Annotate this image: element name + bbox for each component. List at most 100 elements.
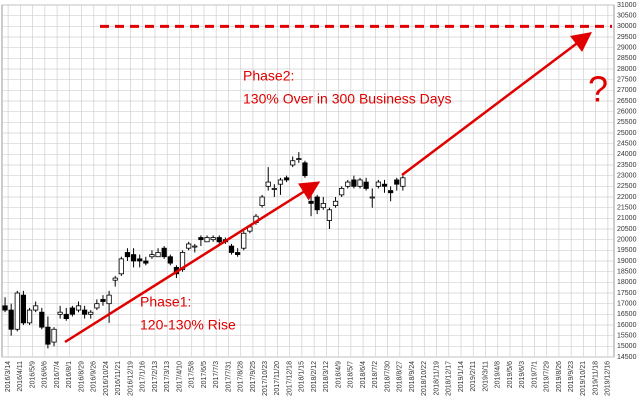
x-tick-label: 2019/3/11 bbox=[482, 361, 489, 392]
candle-body bbox=[314, 196, 320, 211]
x-tick-label: 2016/4/11 bbox=[17, 361, 24, 392]
y-tick-label: 28500 bbox=[617, 55, 637, 62]
candle-body bbox=[357, 179, 363, 187]
y-tick-label: 25000 bbox=[617, 130, 637, 137]
y-tick-label: 22500 bbox=[617, 183, 637, 190]
candle-body bbox=[332, 200, 339, 206]
phase2-arrow bbox=[401, 31, 592, 176]
candle-body bbox=[259, 196, 265, 206]
y-tick-label: 30000 bbox=[617, 23, 637, 30]
candle-body bbox=[2, 305, 8, 311]
candle-body bbox=[216, 237, 222, 243]
x-tick-label: 2019/7/1 bbox=[531, 361, 538, 388]
candle-body bbox=[106, 294, 112, 305]
x-tick-label: 2016/12/19 bbox=[127, 361, 134, 396]
candle-body bbox=[210, 237, 216, 241]
candle-body bbox=[192, 245, 198, 248]
candle-body bbox=[363, 181, 369, 189]
x-tick-label: 2018/7/2 bbox=[372, 361, 379, 388]
x-tick-label: 2019/4/8 bbox=[495, 361, 502, 388]
candle-body bbox=[394, 179, 400, 185]
candle-body bbox=[265, 181, 271, 187]
candle-body bbox=[179, 252, 186, 270]
candle-body bbox=[186, 243, 192, 249]
x-tick-label: 2016/10/24 bbox=[103, 361, 110, 396]
candle-body bbox=[137, 258, 143, 262]
candle-body bbox=[130, 254, 137, 262]
candle-body bbox=[198, 237, 204, 241]
plot-area bbox=[1, 4, 615, 358]
x-tick-label: 2018/10/22 bbox=[421, 361, 428, 396]
x-tick-label: 2019/8/26 bbox=[556, 361, 563, 392]
x-tick-label: 2019/5/6 bbox=[507, 361, 514, 388]
candle-body bbox=[51, 328, 57, 343]
candle-body bbox=[14, 292, 20, 330]
y-tick-label: 16000 bbox=[617, 322, 637, 329]
candle-body bbox=[271, 188, 277, 190]
candle-body bbox=[381, 183, 388, 187]
x-tick-label: 2017/4/10 bbox=[176, 361, 183, 392]
x-tick-label: 2016/6/6 bbox=[42, 361, 49, 388]
x-tick-label: 2017/2/13 bbox=[152, 361, 159, 392]
candle-body bbox=[345, 181, 351, 187]
x-tick-label: 2018/2/12 bbox=[311, 361, 318, 392]
y-tick-label: 28000 bbox=[617, 66, 637, 73]
x-tick-label: 2017/11/20 bbox=[274, 361, 281, 396]
y-tick-label: 19500 bbox=[617, 247, 637, 254]
candle-body bbox=[155, 252, 161, 258]
x-tick-label: 2017/8/28 bbox=[238, 361, 245, 392]
y-tick-label: 17000 bbox=[617, 301, 637, 308]
candle-body bbox=[241, 232, 247, 249]
candle-body bbox=[369, 196, 375, 199]
x-tick-label: 2016/7/4 bbox=[54, 361, 61, 388]
candle-body bbox=[57, 311, 63, 315]
candle-body bbox=[339, 188, 345, 196]
phase1-title: Phase1: bbox=[140, 294, 191, 310]
x-tick-label: 2019/10/21 bbox=[580, 361, 587, 396]
candle-body bbox=[204, 237, 210, 243]
x-tick-label: 2019/9/23 bbox=[568, 361, 575, 392]
x-tick-label: 2018/6/4 bbox=[360, 361, 367, 388]
phase1-arrow bbox=[64, 181, 321, 344]
candle-body bbox=[167, 256, 173, 264]
y-tick-label: 18000 bbox=[617, 279, 637, 286]
candle-body bbox=[400, 177, 406, 187]
y-tick-label: 21000 bbox=[617, 215, 637, 222]
x-tick-label: 2017/7/3 bbox=[213, 361, 220, 388]
y-tick-label: 24500 bbox=[617, 141, 637, 148]
x-tick-label: 2017/1/16 bbox=[140, 361, 147, 392]
phase2-text: 130% Over in 300 Business Days bbox=[243, 91, 452, 107]
candle-body bbox=[235, 252, 241, 255]
candle-body bbox=[124, 252, 131, 258]
x-tick-label: 2016/3/14 bbox=[5, 361, 12, 392]
x-tick-label: 2018/5/7 bbox=[348, 361, 355, 388]
x-tick-label: 2017/3/13 bbox=[164, 361, 171, 392]
candle-body bbox=[94, 303, 100, 309]
x-tick-label: 2019/12/16 bbox=[605, 361, 612, 396]
x-tick-label: 2017/10/23 bbox=[262, 361, 269, 396]
y-tick-label: 17500 bbox=[617, 290, 637, 297]
candle-body bbox=[39, 311, 45, 328]
x-tick-label: 2019/11/18 bbox=[592, 361, 599, 396]
y-tick-label: 26000 bbox=[617, 109, 637, 116]
candle-body bbox=[8, 309, 14, 330]
candle-body bbox=[283, 177, 290, 181]
candle-body bbox=[82, 309, 88, 315]
candle-body bbox=[26, 309, 33, 324]
candle-body bbox=[75, 305, 82, 311]
y-tick-label: 23000 bbox=[617, 173, 637, 180]
candle-body bbox=[375, 181, 381, 187]
candle-body bbox=[33, 305, 39, 311]
phase2-title: Phase2: bbox=[243, 68, 294, 84]
y-tick-label: 26500 bbox=[617, 98, 637, 105]
y-tick-label: 15500 bbox=[617, 333, 637, 340]
y-tick-label: 18500 bbox=[617, 269, 637, 276]
question-mark: ? bbox=[588, 69, 608, 110]
candle-body bbox=[149, 254, 155, 258]
y-tick-label: 31000 bbox=[617, 2, 637, 9]
y-tick-label: 22000 bbox=[617, 194, 637, 201]
candle-body bbox=[320, 202, 326, 209]
x-tick-label: 2016/11/21 bbox=[115, 361, 122, 396]
y-tick-label: 25500 bbox=[617, 119, 637, 126]
